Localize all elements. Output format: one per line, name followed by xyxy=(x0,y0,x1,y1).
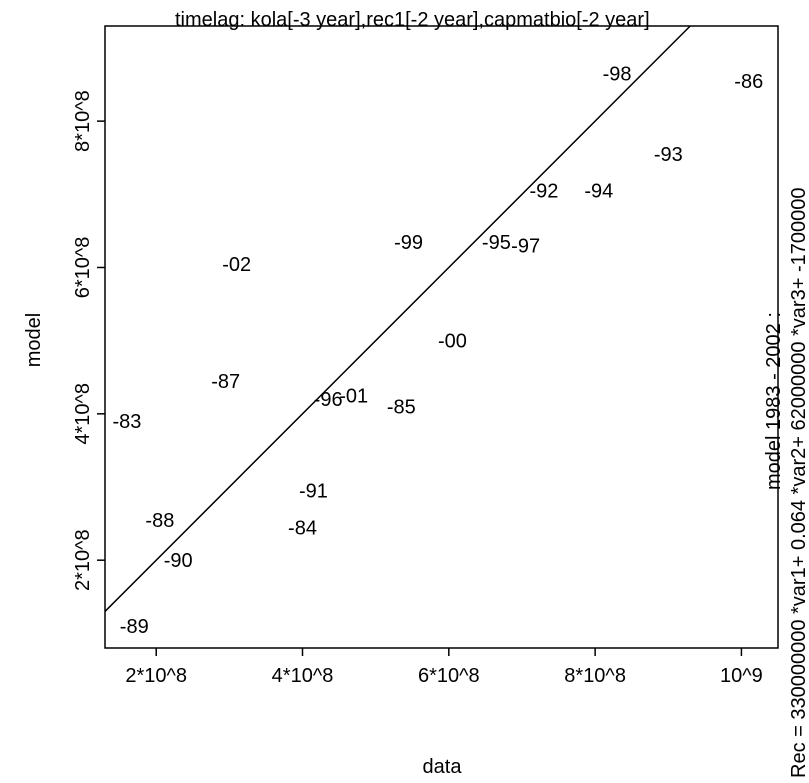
point-label: -95 xyxy=(482,232,511,254)
point-label: -98 xyxy=(603,64,632,86)
model-period-label: model 1983 - 2002 : xyxy=(763,312,785,490)
point-label: -91 xyxy=(299,481,328,503)
point-label: -88 xyxy=(145,510,174,532)
point-label: -83 xyxy=(112,411,141,433)
point-label: -93 xyxy=(654,144,683,166)
plot-frame xyxy=(104,25,779,649)
point-label: -94 xyxy=(584,181,613,203)
x-tick-label: 6*10^8 xyxy=(418,665,480,687)
point-label: -97 xyxy=(511,236,540,258)
x-tick-label: 4*10^8 xyxy=(272,665,334,687)
y-tick-label: 2*10^8 xyxy=(72,529,94,591)
x-tick-label: 8*10^8 xyxy=(564,665,626,687)
point-label: -02 xyxy=(222,254,251,276)
x-tick-label: 2*10^8 xyxy=(125,665,187,687)
data-points: -83-84-85-86-87-88-89-90-91-92-93-94-95-… xyxy=(112,64,763,638)
point-label: -92 xyxy=(529,181,558,203)
y-axis: 2*10^8 4*10^8 6*10^8 8*10^8 xyxy=(72,90,105,591)
x-axis-title: data xyxy=(423,756,463,778)
fit-line xyxy=(104,25,691,612)
y-tick-label: 8*10^8 xyxy=(72,90,94,152)
point-label: -90 xyxy=(164,550,193,572)
point-label: -00 xyxy=(438,331,467,353)
model-equation-label: Rec = 330000000 *var1+ 0.064 *var2+ 6200… xyxy=(788,188,809,778)
point-label: -85 xyxy=(387,397,416,419)
point-label: -84 xyxy=(288,517,317,539)
point-label: -96 xyxy=(314,389,343,411)
y-tick-label: 6*10^8 xyxy=(72,237,94,299)
x-tick-label: 10^9 xyxy=(720,665,763,687)
x-axis: 2*10^8 4*10^8 6*10^8 8*10^8 10^9 xyxy=(125,648,763,687)
point-label: -89 xyxy=(120,616,149,638)
chart-title: timelag: kola[-3 year],rec1[-2 year],cap… xyxy=(175,9,650,31)
point-label: -99 xyxy=(394,232,423,254)
point-label: -01 xyxy=(339,386,368,408)
point-label: -87 xyxy=(211,371,240,393)
point-label: -86 xyxy=(734,71,763,93)
y-tick-label: 4*10^8 xyxy=(72,383,94,445)
y-axis-title: model xyxy=(23,313,45,367)
